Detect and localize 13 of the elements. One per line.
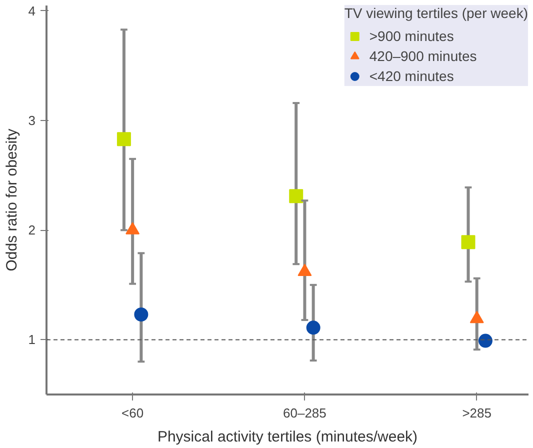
x-tick-label: <60 (122, 406, 144, 420)
y-tick-label: 1 (28, 332, 36, 348)
legend-label: <420 minutes (369, 68, 454, 84)
legend-label: 420–900 minutes (369, 48, 477, 64)
legend-title: TV viewing tertiles (per week) (344, 5, 528, 21)
y-tick-label: 4 (28, 3, 36, 18)
x-tick-label: 60–285 (283, 406, 326, 420)
x-axis-title: Physical activity tertiles (minutes/week) (157, 428, 418, 446)
legend-label: >900 minutes (369, 28, 454, 44)
y-tick-label: 2 (28, 222, 36, 238)
y-tick-label: 3 (28, 113, 36, 128)
x-tick-label: >285 (462, 406, 492, 420)
y-axis-title: Odds ratio for obesity (3, 128, 20, 272)
